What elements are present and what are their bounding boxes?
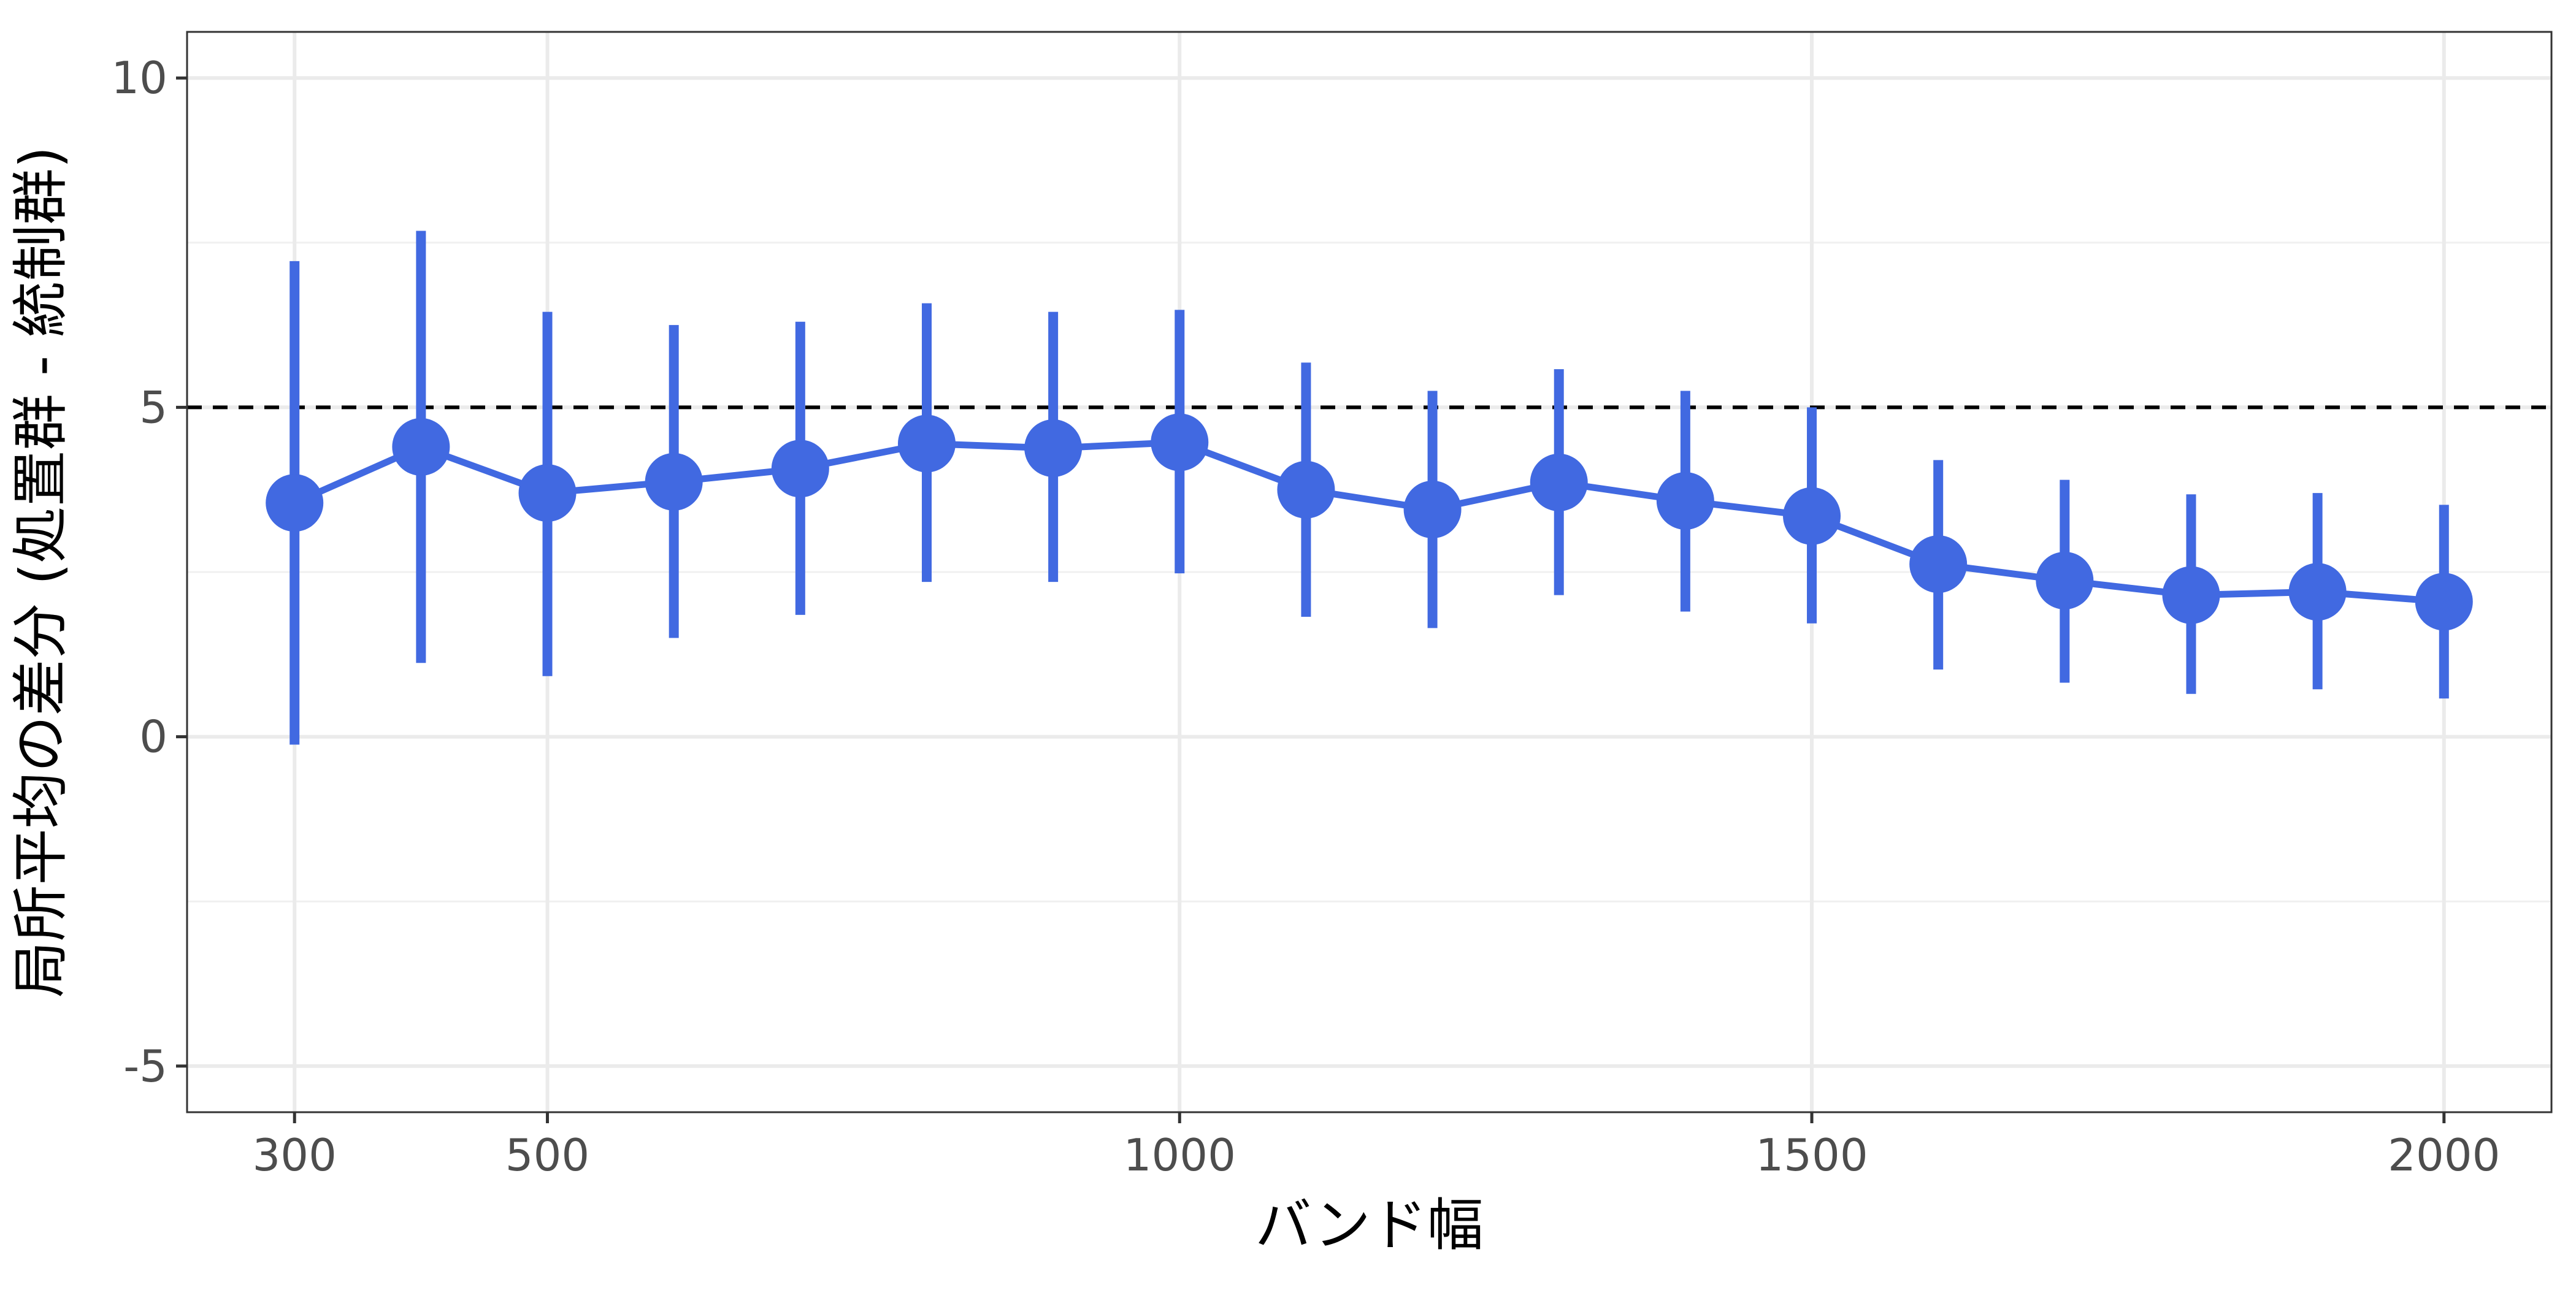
plot-panel-border xyxy=(186,31,2553,1113)
data-point xyxy=(518,464,577,522)
data-point xyxy=(1151,413,1209,471)
minor-grid xyxy=(187,242,2551,903)
y-tick-label: 10 xyxy=(111,52,167,104)
y-tick-label: 0 xyxy=(139,711,167,763)
x-tick-label: 1500 xyxy=(1755,1129,1868,1181)
data-point xyxy=(771,440,829,498)
x-axis-title: バンド幅 xyxy=(1255,1193,1484,1258)
data-point xyxy=(1530,453,1588,511)
x-tick-label: 1000 xyxy=(1124,1129,1236,1181)
series-line xyxy=(293,438,2445,605)
data-point xyxy=(645,452,703,511)
x-axis: 300 500 1000 1500 2000 xyxy=(253,1112,2500,1181)
data-point xyxy=(2288,563,2347,621)
data-point xyxy=(1277,460,1335,519)
data-point xyxy=(392,418,450,476)
y-tick-label: -5 xyxy=(123,1040,167,1092)
y-tick-label: 5 xyxy=(139,381,167,433)
x-tick-label: 2000 xyxy=(2388,1129,2500,1181)
data-point xyxy=(2036,551,2094,609)
data-point xyxy=(897,414,956,473)
y-axis: -5 0 5 10 xyxy=(111,52,187,1092)
x-tick-label: 500 xyxy=(505,1129,589,1181)
data-point xyxy=(1909,535,1968,593)
x-tick-label: 300 xyxy=(253,1129,337,1181)
data-point xyxy=(1783,487,1841,545)
data-point xyxy=(1656,471,1714,530)
series-layer xyxy=(266,231,2473,745)
data-point xyxy=(266,474,324,532)
data-point xyxy=(1403,480,1462,538)
y-axis-title: 局所平均の差分 (処置群 - 統制群) xyxy=(8,147,74,998)
data-point xyxy=(1024,419,1083,478)
data-point xyxy=(2162,566,2220,624)
data-point xyxy=(2415,573,2473,631)
